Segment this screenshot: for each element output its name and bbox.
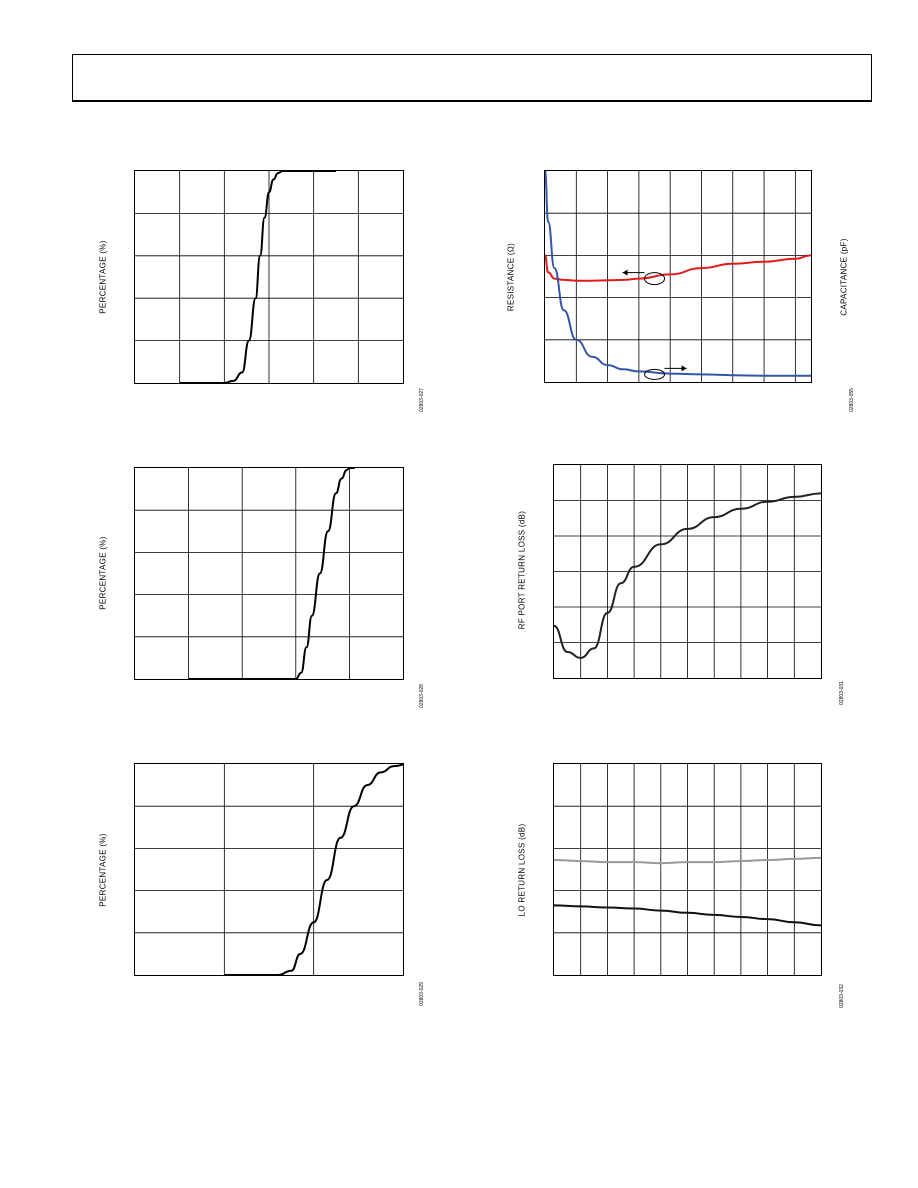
chart-2-series-1-line	[188, 468, 355, 679]
chart-2-ylabel: PERCENTAGE (%)	[98, 536, 108, 610]
chart-4-series-2-line	[545, 171, 811, 377]
chart-6-series-2-line	[554, 904, 821, 927]
chart-1-ylabel: PERCENTAGE (%)	[98, 240, 108, 314]
chart-1-svg	[135, 171, 403, 383]
chart-1-plot	[134, 170, 404, 384]
chart-5-code: 02803-031	[839, 681, 845, 705]
chart-3-svg	[135, 764, 403, 975]
page-header-frame	[72, 54, 872, 102]
chart-2-plot	[134, 467, 404, 680]
chart-6-plot	[553, 763, 822, 976]
chart-2-code: 02803-028	[419, 684, 425, 708]
chart-4-code: 02803-055	[849, 388, 855, 412]
chart-4-ylabel: RESISTANCE (Ω)	[506, 242, 516, 312]
capacitance-marker-ellipse	[644, 368, 666, 380]
chart-5-series-1-line	[554, 492, 821, 659]
chart-4-series-1-line	[545, 254, 811, 282]
chart-5-plot	[553, 464, 822, 679]
chart-4-plot	[544, 170, 812, 383]
chart-3-plot	[134, 763, 404, 976]
resistance-arrowhead	[622, 269, 628, 276]
chart-3-series-1-line	[224, 764, 403, 975]
chart-6-svg	[554, 764, 821, 975]
resistance-marker-ellipse	[644, 272, 666, 286]
capacitance-arrowhead	[681, 365, 687, 372]
chart-4-ylabel-right: CAPACITANCE (pF)	[839, 238, 849, 316]
chart-5-svg	[554, 465, 821, 678]
chart-2-svg	[135, 468, 403, 679]
chart-6-code: 02803-032	[839, 984, 845, 1008]
chart-3-code: 02803-029	[419, 982, 425, 1006]
chart-5-ylabel: RF PORT RETURN LOSS (dB)	[517, 510, 527, 630]
chart-4-svg	[545, 171, 811, 382]
chart-1-code: 02803-027	[419, 388, 425, 412]
chart-1-series-1-line	[179, 171, 336, 383]
chart-6-ylabel: LO RETURN LOSS (dB)	[517, 823, 527, 917]
chart-3-ylabel: PERCENTAGE (%)	[98, 833, 108, 907]
chart-6-series-1-line	[554, 856, 821, 865]
